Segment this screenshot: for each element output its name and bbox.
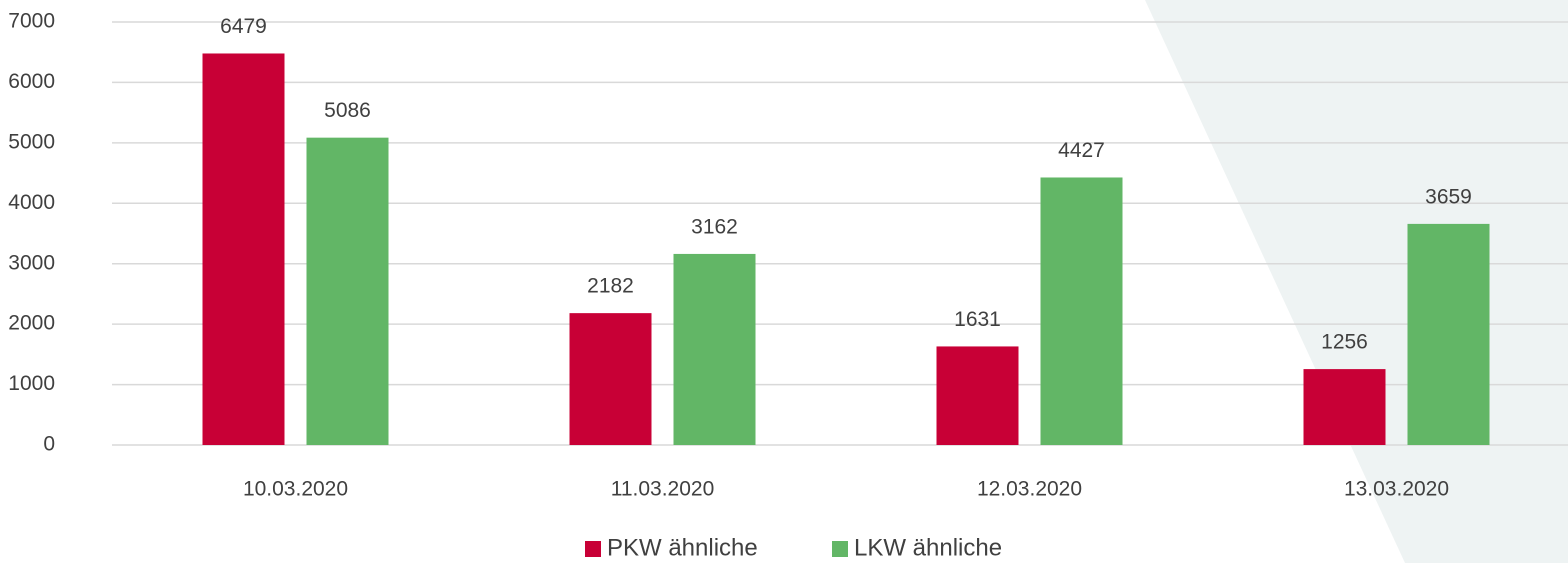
y-tick-label: 7000 bbox=[8, 10, 55, 33]
bar bbox=[1303, 369, 1386, 445]
y-tick-label: 4000 bbox=[8, 191, 55, 214]
x-tick-label: 12.03.2020 bbox=[977, 478, 1082, 501]
value-label: 3162 bbox=[691, 215, 738, 238]
bar bbox=[306, 137, 389, 445]
value-label: 2182 bbox=[587, 275, 634, 298]
value-label: 5086 bbox=[324, 99, 371, 122]
legend-swatch bbox=[585, 541, 601, 557]
x-tick-label: 11.03.2020 bbox=[611, 478, 715, 501]
value-label: 1256 bbox=[1321, 331, 1368, 354]
y-tick-label: 0 bbox=[43, 433, 55, 456]
value-label: 4427 bbox=[1058, 139, 1105, 162]
bar bbox=[202, 53, 285, 446]
value-label: 1631 bbox=[954, 308, 1001, 331]
y-tick-label: 1000 bbox=[8, 372, 55, 395]
x-tick-label: 10.03.2020 bbox=[243, 478, 348, 501]
legend-label: PKW ähnliche bbox=[607, 534, 758, 561]
bar bbox=[936, 346, 1019, 445]
bar bbox=[569, 313, 652, 445]
legend-label: LKW ähnliche bbox=[854, 534, 1002, 561]
y-tick-label: 3000 bbox=[8, 251, 55, 274]
value-label: 6479 bbox=[220, 15, 267, 38]
x-tick-label: 13.03.2020 bbox=[1344, 478, 1449, 501]
legend-swatch bbox=[832, 541, 848, 557]
value-label: 3659 bbox=[1425, 185, 1472, 208]
bar bbox=[673, 253, 756, 445]
y-tick-label: 6000 bbox=[8, 70, 55, 93]
y-tick-label: 5000 bbox=[8, 130, 55, 153]
y-tick-label: 2000 bbox=[8, 312, 55, 335]
bar bbox=[1040, 177, 1123, 445]
bar bbox=[1407, 223, 1490, 445]
